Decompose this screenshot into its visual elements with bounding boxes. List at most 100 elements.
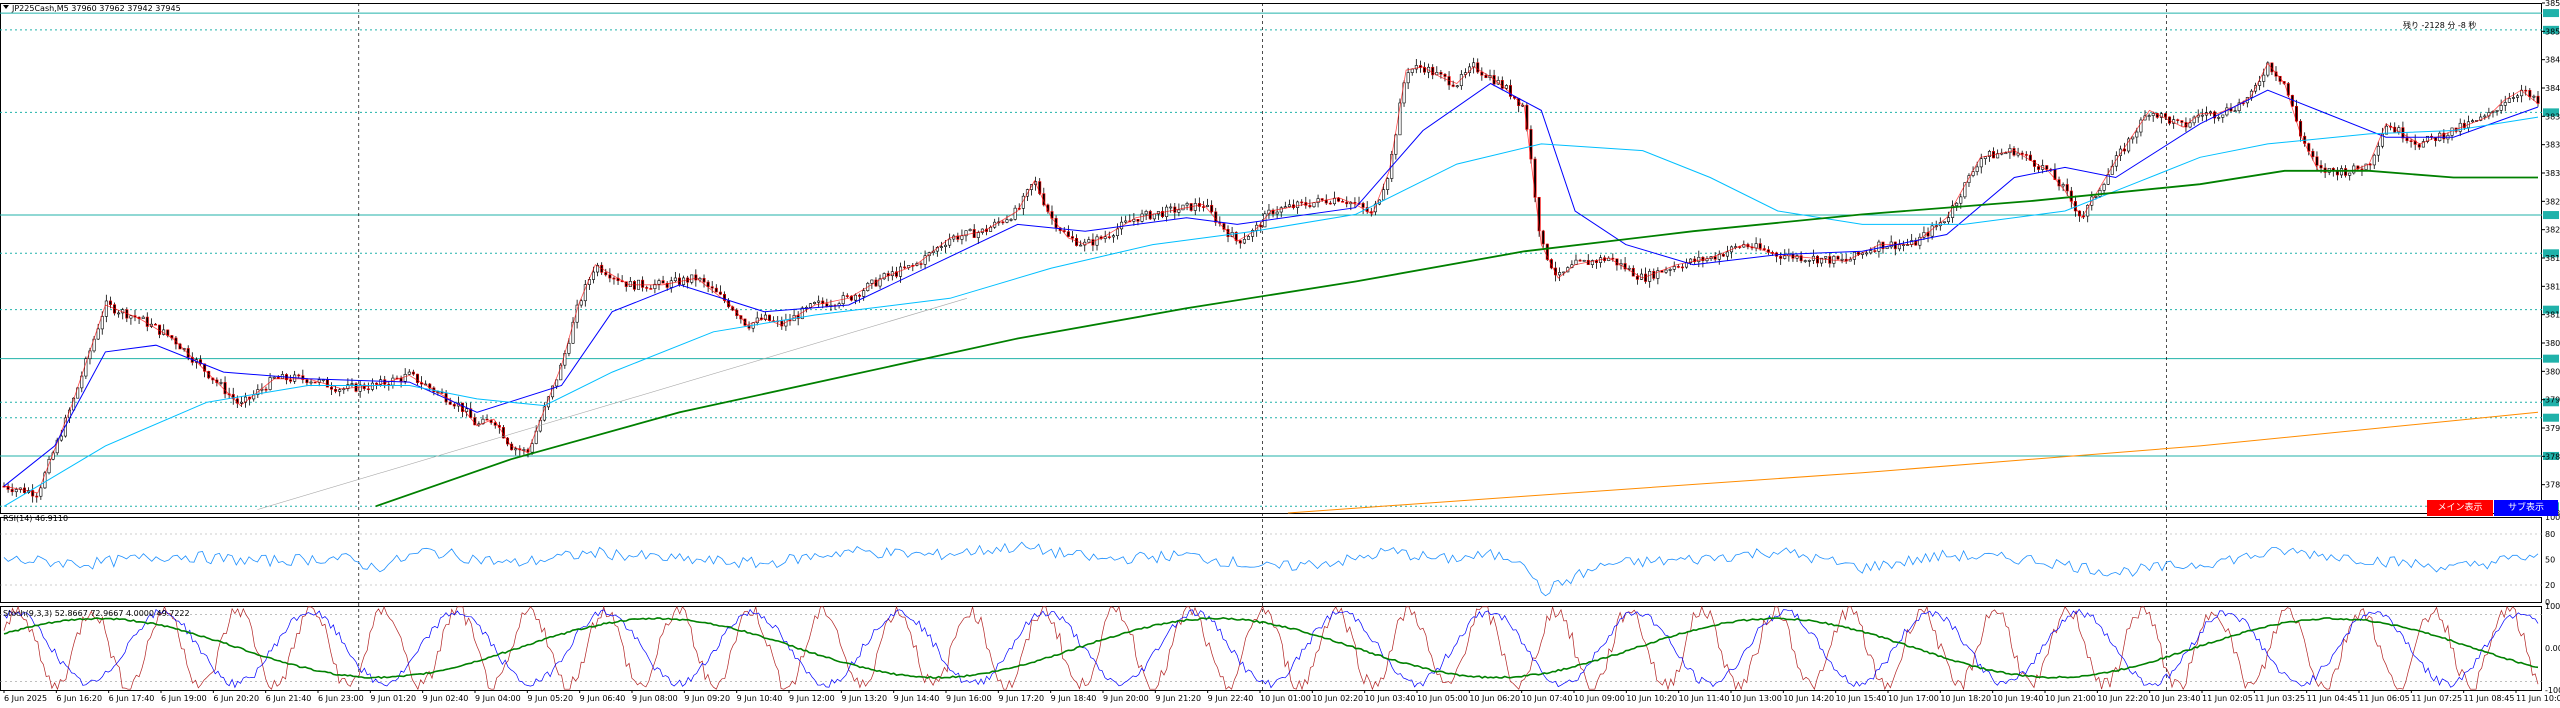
candle-body	[1648, 271, 1652, 282]
candle-body	[1136, 219, 1140, 222]
y-tick-label: 38102	[2545, 311, 2560, 320]
candle-body	[1852, 251, 1856, 260]
candle-body	[203, 363, 207, 372]
candle-body	[1652, 271, 1656, 279]
candle-body	[2163, 113, 2167, 118]
candle-body	[2364, 163, 2368, 170]
x-tick-label: 9 Jun 04:00	[475, 694, 521, 703]
x-tick-label: 10 Jun 17:00	[1888, 694, 1939, 703]
rsi-tick-label: 80	[2545, 530, 2555, 539]
candle-body	[1664, 269, 1668, 273]
candle-body	[1337, 197, 1341, 202]
candle-body	[1918, 236, 1922, 246]
level-tag	[2543, 413, 2559, 422]
candle-body	[1783, 255, 1787, 259]
main-view-button[interactable]: メイン表示	[2427, 500, 2493, 516]
candle-body	[1644, 273, 1648, 282]
candle-body	[903, 266, 907, 269]
level-tag	[2543, 354, 2559, 363]
x-tick-label: 9 Jun 18:40	[1051, 694, 1097, 703]
candle-body	[1005, 219, 1009, 223]
stoch-pane-frame	[0, 606, 2542, 691]
candle-body	[329, 386, 333, 390]
candle-body	[350, 383, 354, 385]
candle-body	[1754, 243, 1758, 249]
x-tick-label: 11 Jun 03:25	[2254, 694, 2305, 703]
sub-view-button[interactable]: サブ表示	[2494, 500, 2558, 516]
x-tick-label: 9 Jun 14:40	[894, 694, 940, 703]
candle-body	[2139, 119, 2143, 133]
candle-body	[2528, 90, 2532, 98]
candle-body	[1840, 258, 1844, 261]
candle-body	[1758, 243, 1762, 249]
candle-body	[1009, 219, 1013, 221]
candle-body	[1361, 203, 1365, 208]
candle-body	[108, 300, 112, 305]
x-tick-label: 9 Jun 05:20	[527, 694, 573, 703]
candle-body	[571, 321, 575, 344]
candle-body	[853, 294, 857, 301]
candle-body	[608, 274, 612, 279]
candle-body	[452, 404, 456, 407]
candle-body	[2213, 111, 2217, 119]
candle-body	[763, 314, 767, 320]
candle-body	[2278, 75, 2282, 82]
y-tick-label: 38512	[2545, 27, 2560, 36]
candle-body	[1869, 250, 1873, 254]
x-tick-label: 11 Jun 06:05	[2359, 694, 2410, 703]
y-tick-label: 38347	[2545, 141, 2560, 150]
candle-body	[1161, 211, 1165, 217]
candle-body	[1275, 211, 1279, 215]
candle-body	[2012, 148, 2016, 156]
candle-body	[1824, 256, 1828, 259]
candle-body	[845, 295, 849, 297]
candle-body	[1177, 209, 1181, 213]
candle-body	[1013, 207, 1017, 220]
x-tick-label: 9 Jun 10:40	[737, 694, 783, 703]
candle-body	[2311, 150, 2315, 158]
candle-body	[1283, 206, 1287, 209]
candle-body	[2405, 137, 2409, 141]
candle-body	[1508, 85, 1512, 97]
candle-body	[383, 379, 387, 385]
candle-body	[2135, 131, 2139, 138]
candle-body	[1549, 259, 1553, 269]
candle-body	[244, 396, 248, 403]
candle-body	[1369, 211, 1373, 213]
candle-body	[2340, 168, 2344, 176]
candle-body	[1300, 201, 1304, 204]
candle-body	[297, 374, 301, 377]
y-tick-label: 37977	[2545, 396, 2560, 405]
candle-body	[1062, 230, 1066, 232]
candle-body	[579, 300, 583, 306]
x-tick-label: 6 Jun 17:40	[109, 694, 155, 703]
x-tick-label: 10 Jun 21:00	[2045, 694, 2096, 703]
candle-body	[1279, 207, 1283, 213]
candle-body	[2188, 122, 2192, 128]
candle-body	[485, 418, 489, 421]
candle-body	[939, 246, 943, 248]
candle-body	[1259, 224, 1263, 228]
candle-body	[239, 401, 243, 404]
x-tick-label: 10 Jun 22:20	[2097, 694, 2148, 703]
candle-body	[309, 381, 313, 384]
candle-body	[882, 273, 886, 280]
price-line	[3, 62, 2539, 494]
candle-body	[100, 316, 104, 330]
candle-body	[1987, 151, 1991, 157]
candle-body	[2045, 165, 2049, 170]
candle-body	[2237, 102, 2241, 112]
x-tick-label: 10 Jun 14:20	[1783, 694, 1834, 703]
chart-menu-icon[interactable]	[3, 5, 9, 9]
y-tick-label: 38227	[2545, 226, 2560, 235]
rsi-line	[3, 541, 2539, 597]
candle-body	[632, 281, 636, 290]
candle-body	[1001, 221, 1005, 224]
y-tick-label: 38552	[2545, 0, 2560, 8]
candle-body	[2380, 133, 2384, 147]
candle-body	[2037, 166, 2041, 170]
level-tag	[2543, 25, 2559, 34]
candle-body	[1185, 203, 1189, 206]
